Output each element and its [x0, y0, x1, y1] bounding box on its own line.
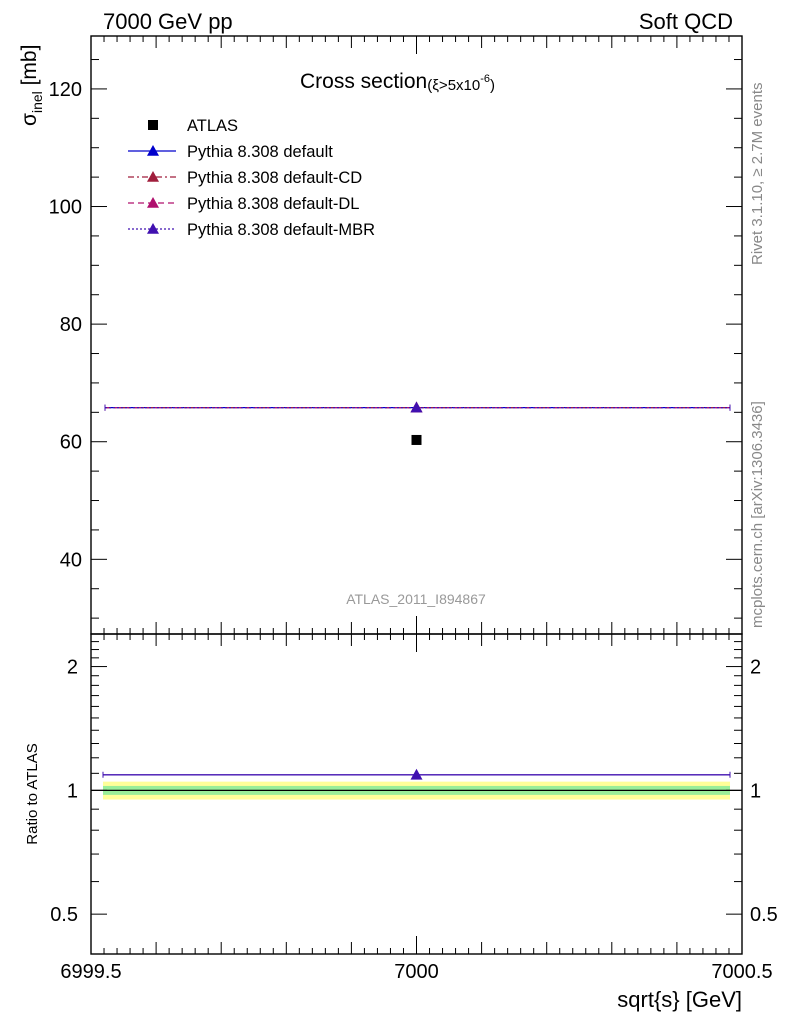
ratio-mc-marker [410, 768, 423, 780]
legend-marker-mc [147, 197, 159, 208]
main-axis-ticks [90, 36, 743, 634]
ratio-y-tick-label-left: 0.5 [50, 904, 78, 926]
legend: ATLAS Pythia 8.308 default Pythia 8.308 de… [128, 117, 375, 239]
legend-entry: Pythia 8.308 default-MBR [187, 221, 375, 239]
ratio-y-tick-label-right: 2 [750, 657, 761, 679]
title-cut: (ξ>5x10 [427, 77, 480, 94]
x-axis-label: sqrt{s} [GeV] [617, 987, 742, 1012]
x-tick-labels: 6999.5 7000 7000.5 [60, 961, 772, 983]
ratio-y-tick-label-right: 1 [750, 780, 761, 802]
main-y-axis-label: σinel [mb] [18, 45, 45, 126]
x-tick-label: 6999.5 [60, 961, 121, 983]
x-tick-label: 7000 [394, 961, 439, 983]
analysis-label: ATLAS_2011_I894867 [346, 591, 486, 607]
main-panel: 40 60 80 100 120 Cross section(ξ>5x10-6) ATL… [18, 35, 743, 635]
ratio-y-axis-label: Ratio to ATLAS [24, 743, 41, 844]
y-label-unit: [mb] [18, 45, 41, 92]
category-label: Soft QCD [639, 9, 733, 34]
main-y-tick-labels: 40 60 80 100 120 [49, 79, 82, 571]
mcplots-label: mcplots.cern.ch [arXiv:1306.3436] [749, 401, 766, 628]
y-tick-label: 100 [49, 197, 82, 219]
plot-title: Cross section(ξ>5x10-6) [300, 70, 495, 94]
y-label-subscript: inel [29, 91, 45, 113]
legend-entry: ATLAS [187, 117, 238, 135]
title-cut-exponent: -6 [480, 73, 490, 85]
y-label-symbol: σ [18, 113, 41, 126]
legend-entry: Pythia 8.308 default-CD [187, 169, 362, 187]
ratio-y-tick-labels: 0.5 0.5 1 1 2 2 [50, 657, 778, 927]
legend-entry: Pythia 8.308 default [187, 143, 333, 161]
energy-label: 7000 GeV pp [103, 9, 233, 34]
x-tick-label: 7000.5 [711, 961, 772, 983]
mc-prediction-marker [410, 401, 423, 413]
ratio-y-tick-label-right: 0.5 [750, 904, 778, 926]
legend-marker-mc [147, 171, 159, 182]
y-tick-label: 40 [60, 549, 82, 571]
y-tick-label: 120 [49, 79, 82, 101]
legend-entry: Pythia 8.308 default-DL [187, 195, 359, 213]
legend-marker-mc [147, 145, 159, 156]
rivet-label: Rivet 3.1.10, ≥ 2.7M events [749, 83, 766, 266]
ratio-axis-ticks [90, 633, 743, 955]
ratio-y-tick-label-left: 2 [67, 657, 78, 679]
ratio-y-tick-label-left: 1 [67, 780, 78, 802]
y-tick-label: 80 [60, 314, 82, 336]
legend-marker-atlas [148, 120, 158, 130]
title-cut-close: ) [490, 77, 495, 94]
legend-marker-mc [147, 223, 159, 234]
main-data-marks [104, 401, 731, 445]
ratio-data-marks [102, 768, 731, 780]
ratio-panel: 0.5 0.5 1 1 2 2 6999.5 7000 7000.5 Ratio to ATL… [24, 633, 778, 1012]
y-tick-label: 60 [60, 432, 82, 454]
atlas-data-point [411, 434, 422, 445]
title-main: Cross section [300, 70, 427, 93]
